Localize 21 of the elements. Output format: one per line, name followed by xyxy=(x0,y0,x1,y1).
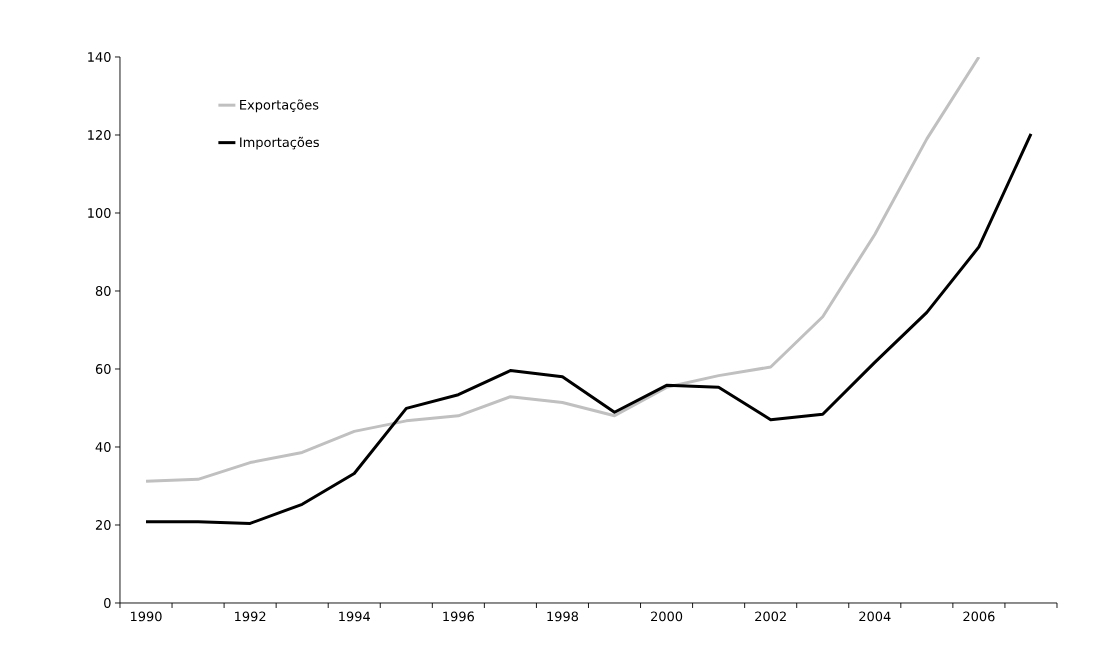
legend-label: Importações xyxy=(240,136,319,150)
line-series xyxy=(144,56,981,483)
x-tick-label: 2000 xyxy=(651,611,683,622)
y-tick-label: 0 xyxy=(104,598,111,608)
y-tick-label: 100 xyxy=(88,208,111,218)
x-tick-label: 2004 xyxy=(859,611,891,622)
y-tick-label: 60 xyxy=(95,364,111,374)
x-tick-label: 1998 xyxy=(547,611,579,622)
x-tick-label: 2002 xyxy=(755,611,786,622)
x-tick-label: 1992 xyxy=(235,611,266,622)
x-tick-label: 1994 xyxy=(339,611,370,622)
y-tick-label: 20 xyxy=(95,520,111,530)
legend-label: Exportações xyxy=(240,99,319,113)
y-tick-label: 140 xyxy=(88,52,111,62)
y-tick-label: 120 xyxy=(88,130,111,140)
y-tick-label: 40 xyxy=(95,442,111,452)
x-tick-label: 2006 xyxy=(963,611,995,622)
x-tick-label: 1996 xyxy=(443,611,474,622)
line-series xyxy=(144,132,1033,525)
x-tick-label: 1990 xyxy=(130,611,162,622)
y-tick-label: 80 xyxy=(95,286,111,296)
